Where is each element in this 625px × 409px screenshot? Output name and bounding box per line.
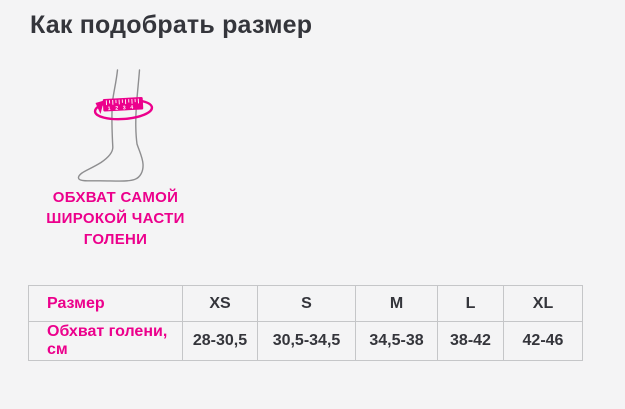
measuring-tape-icon: 1 2 3 4 [102,97,144,112]
size-table: Размер XS S M L XL Обхват голени, см 28-… [28,285,583,361]
size-value-cell-l: 38-42 [437,321,504,361]
tape-numbers: 1 2 3 4 [108,105,135,112]
size-table-row-label: Обхват голени, см [28,321,183,361]
leg-foot-outline [77,69,144,182]
size-header-cell-l: L [437,285,504,322]
figure-caption-line: ШИРОКОЙ ЧАСТИ [46,210,185,227]
figure-caption-line: ГОЛЕНИ [83,231,148,248]
size-header-cell-xl: XL [503,285,583,322]
size-value-cell-s: 30,5-34,5 [257,321,356,361]
size-table-header-row: Размер XS S M L XL [28,285,583,322]
size-header-cell-m: M [355,285,438,322]
calf-measurement-illustration: 1 2 3 4 [77,69,154,182]
size-value-cell-m: 34,5-38 [355,321,438,361]
size-value-cell-xl: 42-46 [503,321,583,361]
figure-caption: ОБХВАТ САМОЙ ШИРОКОЙ ЧАСТИ ГОЛЕНИ [28,187,203,250]
tape-end-arrow [95,100,104,114]
page-title: Как подобрать размер [30,11,313,39]
size-header-cell-xs: XS [182,285,258,322]
tape-tick-marks [105,98,139,106]
size-header-cell-s: S [257,285,356,322]
size-table-row-label: Размер [28,285,183,322]
size-table-data-row: Обхват голени, см 28-30,5 30,5-34,5 34,5… [28,321,583,361]
size-value-cell-xs: 28-30,5 [182,321,258,361]
figure-caption-line: ОБХВАТ САМОЙ [52,189,179,206]
